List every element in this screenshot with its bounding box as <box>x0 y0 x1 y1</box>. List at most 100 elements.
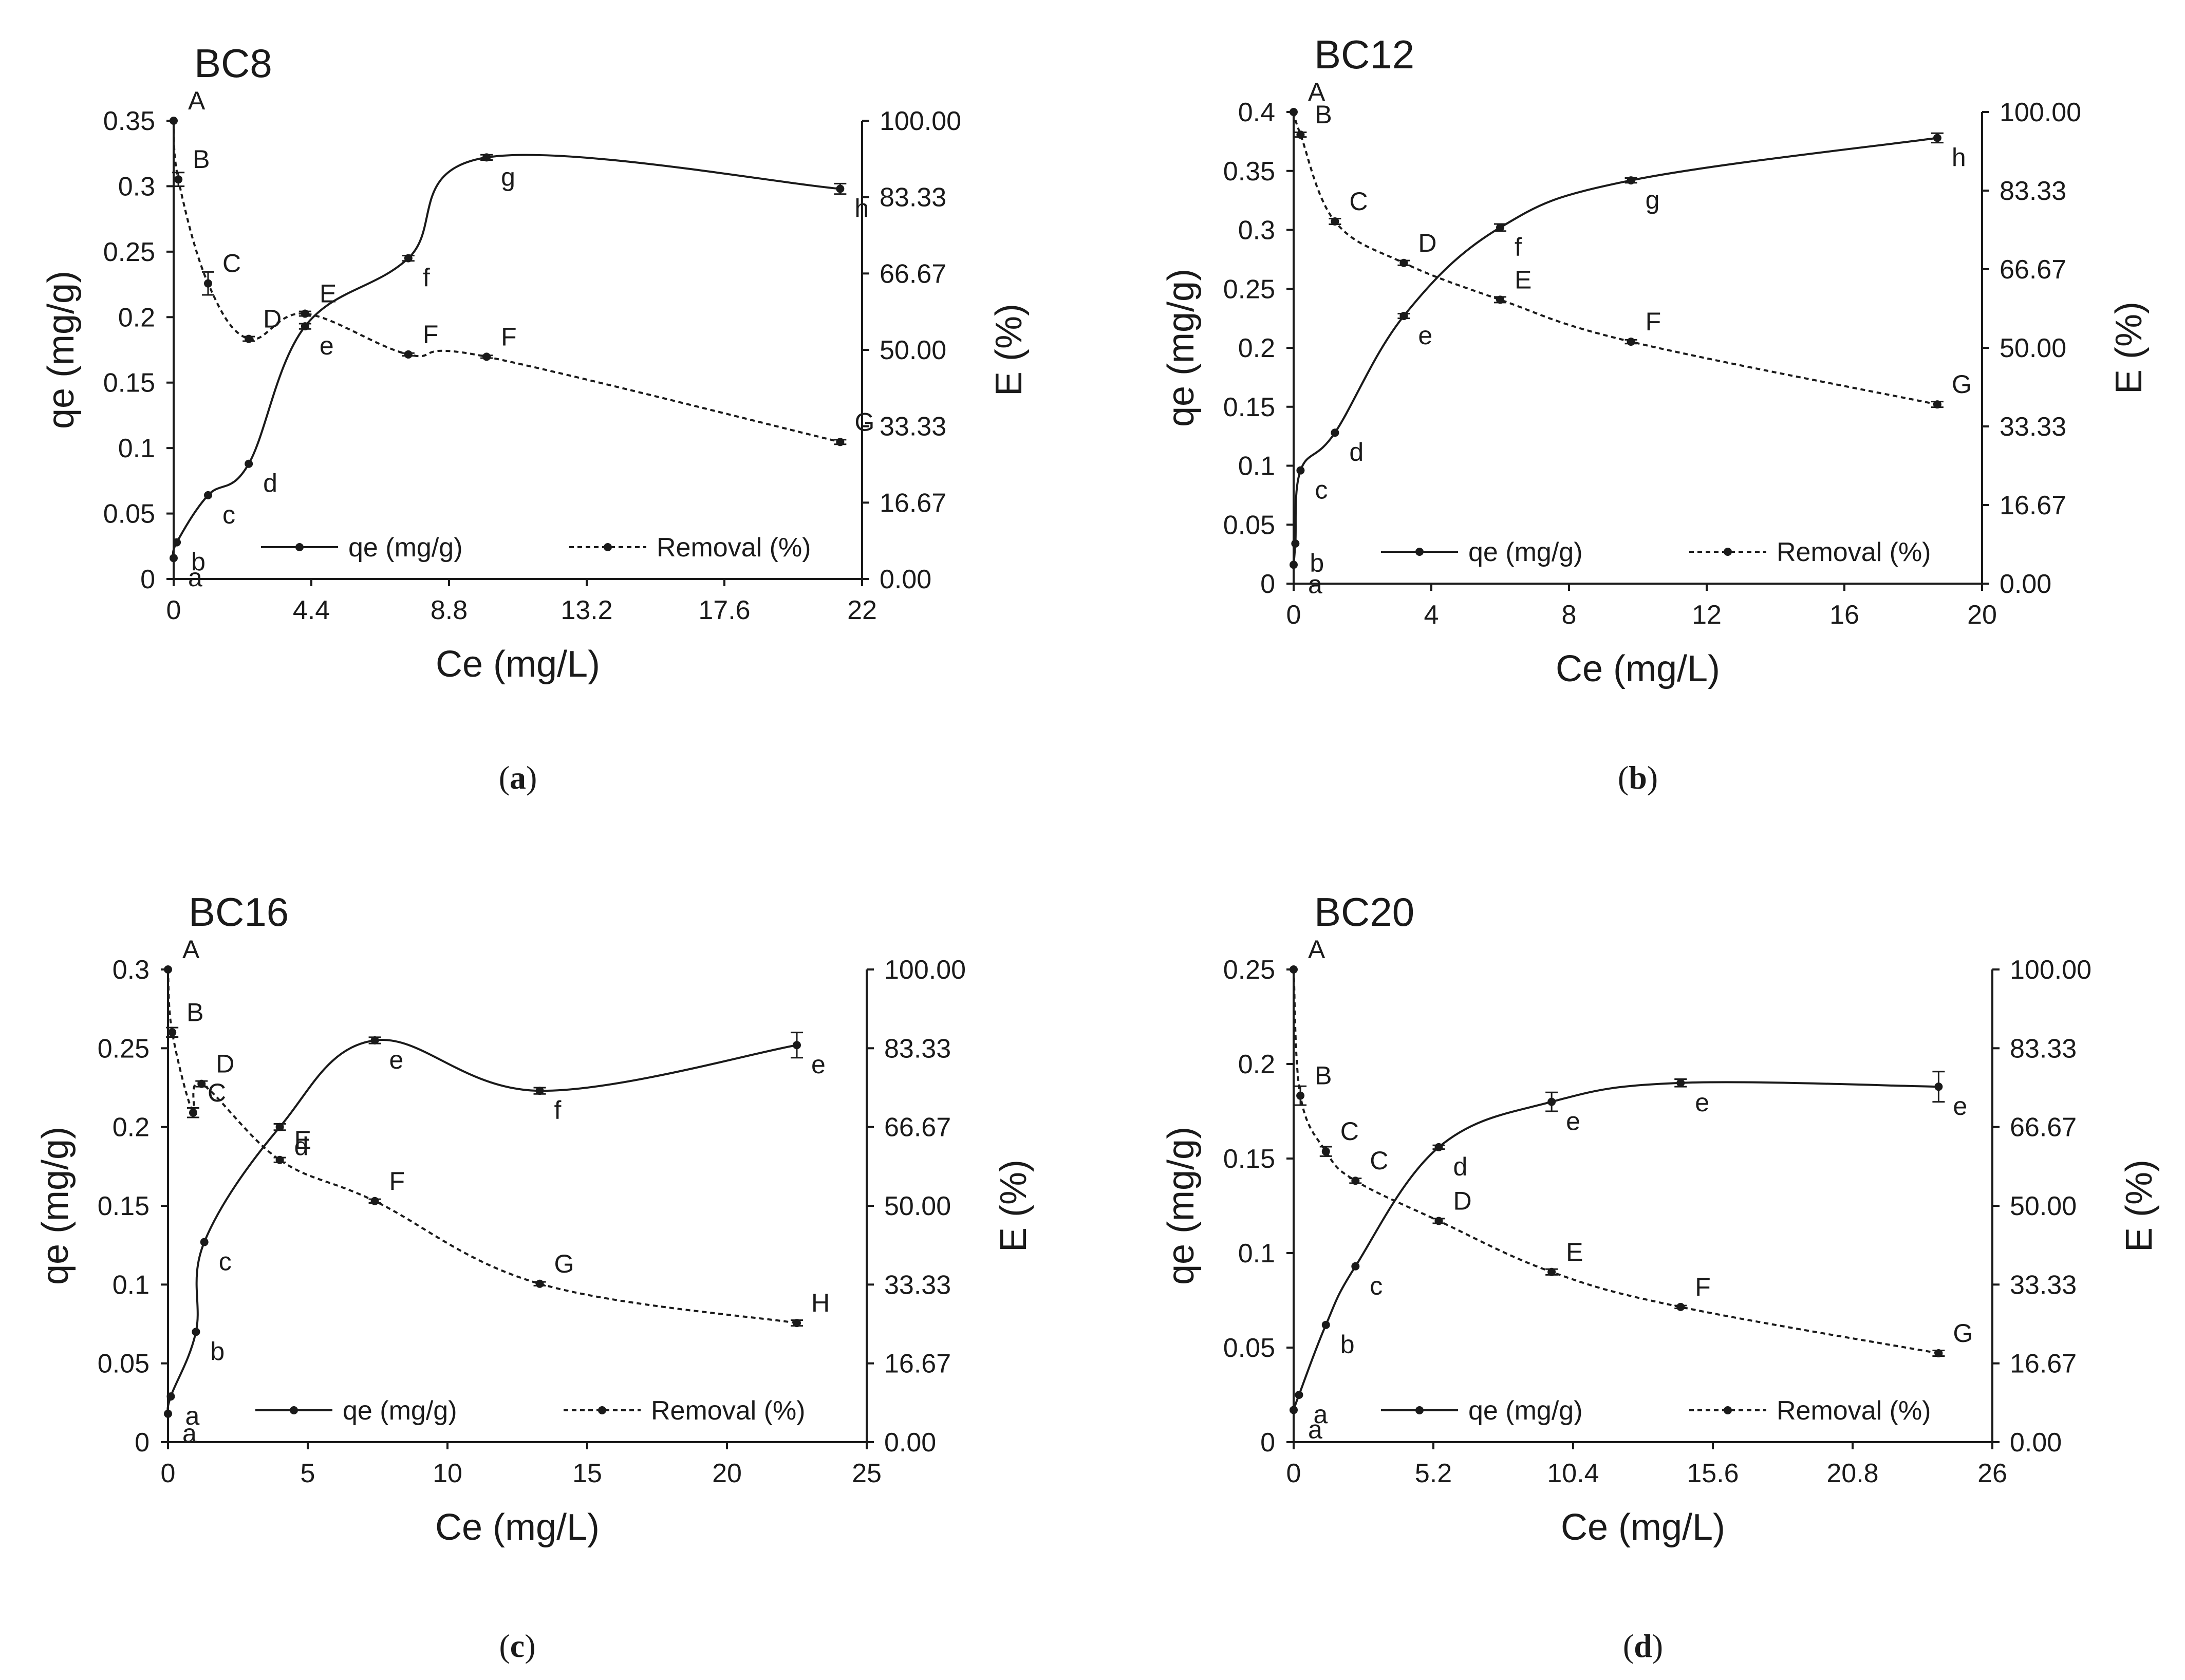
x-tick-label: 10 <box>433 1459 462 1488</box>
point-label: e <box>320 331 334 360</box>
data-point <box>166 1392 175 1401</box>
y-right-tick-label: 0.00 <box>884 1428 936 1458</box>
data-point <box>168 1028 177 1037</box>
data-point <box>1331 428 1339 437</box>
y-left-tick-label: 0 <box>1260 569 1275 599</box>
point-label: a <box>185 1402 199 1430</box>
point-label: D <box>1453 1186 1471 1215</box>
point-label: a <box>1313 1400 1328 1429</box>
data-point <box>1547 1267 1556 1276</box>
x-tick-label: 15 <box>572 1459 602 1488</box>
series-qe: ab cd e f g h <box>1290 132 1966 599</box>
point-label: a <box>182 1419 197 1448</box>
data-point <box>301 322 309 331</box>
y-left-tick-label: 0.15 <box>103 368 155 398</box>
data-point <box>1296 130 1305 139</box>
point-label: g <box>1646 185 1660 214</box>
panel-title: BC12 <box>1314 32 1414 77</box>
point-label: f <box>423 264 430 292</box>
data-point <box>793 1319 801 1328</box>
series-line <box>1293 137 1938 565</box>
data-point <box>1434 1143 1443 1151</box>
x-tick-label: 16 <box>1829 600 1859 630</box>
y-right-tick-label: 33.33 <box>2000 412 2066 442</box>
legend-label-removal: Removal (%) <box>657 533 811 563</box>
point-label: b <box>1310 549 1324 577</box>
data-point <box>174 175 183 184</box>
data-point <box>836 438 845 446</box>
point-label: B <box>1315 1061 1332 1090</box>
point-label: A <box>1308 935 1325 964</box>
y-right-tick-label: 0.00 <box>880 565 931 594</box>
point-label: b <box>191 548 206 576</box>
point-label: h <box>854 194 869 223</box>
point-label: a <box>1308 570 1322 599</box>
data-point <box>793 1041 801 1050</box>
y-right-tick-label: 50.00 <box>880 335 946 365</box>
point-label: E <box>294 1126 311 1154</box>
y-right-tick-label: 100.00 <box>880 106 961 136</box>
y-left-tick-label: 0.35 <box>103 106 155 136</box>
data-point <box>1496 295 1504 304</box>
panel-title: BC8 <box>194 41 272 86</box>
data-point <box>1351 1262 1360 1271</box>
data-point <box>1627 338 1635 346</box>
point-label: E <box>1515 265 1532 294</box>
y-right-tick-label: 66.67 <box>2010 1113 2077 1143</box>
point-label: D <box>1418 229 1436 257</box>
y-right-tick-label: 83.33 <box>2000 176 2066 206</box>
legend-label-qe: qe (mg/g) <box>348 533 463 563</box>
data-point <box>535 1087 544 1095</box>
data-point <box>204 279 212 288</box>
point-label: e <box>811 1050 826 1079</box>
series-removal: A B CD E F G H <box>164 935 830 1328</box>
point-label: c <box>222 500 235 529</box>
data-point <box>1295 1391 1303 1399</box>
point-label: e <box>1418 321 1432 350</box>
y-left-axis-title: qe (mg/g) <box>1161 269 1202 427</box>
point-label: d <box>263 469 277 498</box>
y-right-tick-label: 33.33 <box>2010 1270 2077 1300</box>
point-label: B <box>1315 100 1332 129</box>
y-right-tick-label: 100.00 <box>2010 955 2091 985</box>
x-tick-label: 12 <box>1692 600 1722 630</box>
data-point <box>1291 539 1300 548</box>
point-label: b <box>1340 1330 1355 1359</box>
point-label: G <box>1953 1319 1973 1348</box>
legend: qe (mg/g) Removal (%) <box>1381 537 1931 567</box>
point-label: a <box>188 563 202 592</box>
data-point <box>404 254 413 263</box>
data-point <box>301 309 309 318</box>
y-right-tick-label: 66.67 <box>2000 255 2066 285</box>
y-right-axis-title: E (%) <box>988 304 1030 396</box>
point-label: e <box>1566 1107 1580 1136</box>
y-left-axis-title: qe (mg/g) <box>41 271 82 429</box>
series-line <box>1293 969 1939 1354</box>
x-tick-label: 8.8 <box>431 595 468 625</box>
series-line <box>1293 111 1938 406</box>
y-right-axis-title: E (%) <box>993 1160 1034 1252</box>
data-point <box>404 350 413 359</box>
data-point <box>173 538 181 547</box>
y-left-tick-label: 0 <box>135 1428 150 1458</box>
panel-caption: (d) <box>1623 1628 1663 1664</box>
point-label: A <box>188 86 206 115</box>
y-right-tick-label: 83.33 <box>2010 1034 2077 1063</box>
x-axis-title: Ce (mg/L) <box>435 1507 600 1548</box>
x-tick-label: 20 <box>1967 600 1997 630</box>
data-point <box>1496 223 1504 232</box>
y-left-tick-label: 0.4 <box>1238 98 1275 127</box>
y-left-axis-title: qe (mg/g) <box>35 1127 76 1285</box>
series-line <box>166 1038 797 1414</box>
point-label: F <box>1646 307 1661 336</box>
y-right-tick-label: 16.67 <box>880 488 946 518</box>
data-point <box>836 184 845 193</box>
legend-label-removal: Removal (%) <box>1777 1396 1931 1426</box>
point-label: F <box>501 322 517 351</box>
data-point <box>170 117 178 125</box>
data-point <box>197 1079 206 1088</box>
data-point <box>1676 1302 1685 1311</box>
data-point <box>1296 1091 1305 1100</box>
x-axis-title: Ce (mg/L) <box>1556 648 1720 689</box>
x-tick-label: 4 <box>1424 600 1439 630</box>
